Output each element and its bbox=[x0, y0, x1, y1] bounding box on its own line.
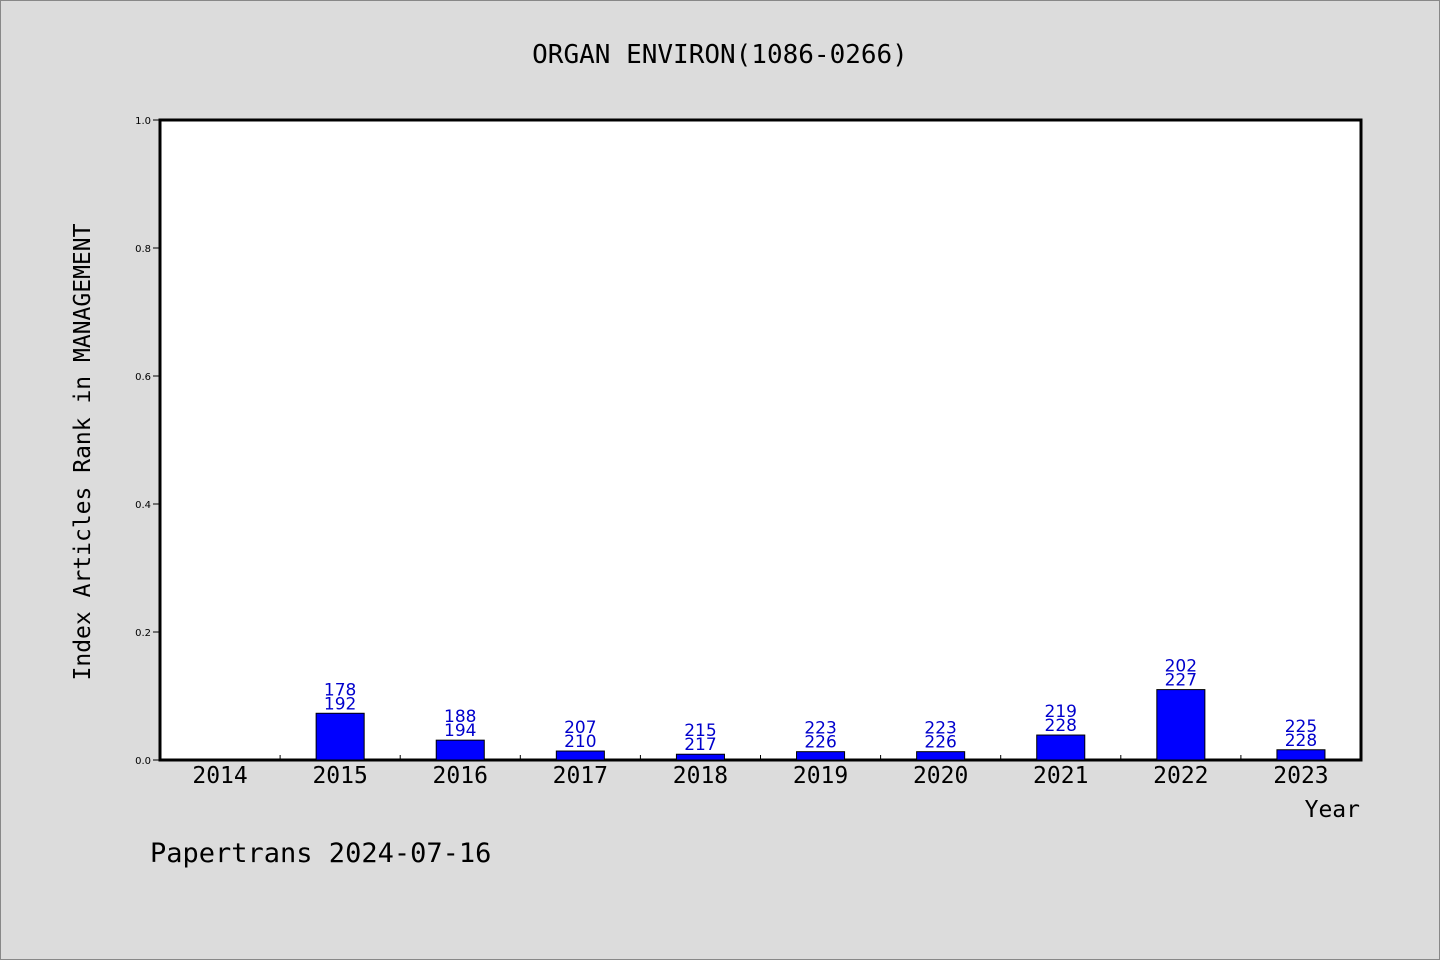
x-tick-label: 2015 bbox=[312, 763, 367, 789]
bar-label-total: 226 bbox=[924, 733, 956, 753]
bar-label-total: 192 bbox=[324, 694, 356, 714]
y-tick-label: 0.2 bbox=[135, 628, 151, 639]
bar-label-total: 227 bbox=[1165, 671, 1197, 691]
x-tick-label: 2020 bbox=[913, 763, 968, 789]
bar bbox=[555, 750, 605, 761]
y-tick-label: 0.0 bbox=[135, 756, 151, 767]
x-tick-label: 2021 bbox=[1033, 763, 1088, 789]
bar-label-rank: 223 bbox=[804, 719, 836, 739]
y-tick-label: 0.6 bbox=[135, 372, 151, 383]
bar-label-rank: 207 bbox=[564, 718, 596, 738]
bar bbox=[1156, 689, 1206, 761]
x-tick-label: 2018 bbox=[673, 763, 728, 789]
bar bbox=[435, 739, 485, 761]
bar bbox=[315, 712, 365, 761]
bar bbox=[796, 751, 846, 761]
bar bbox=[916, 751, 966, 761]
bar bbox=[1036, 734, 1086, 761]
x-tick-label: 2017 bbox=[553, 763, 608, 789]
y-tick-label: 1.0 bbox=[135, 116, 151, 127]
bar bbox=[1276, 749, 1326, 761]
bar-label-total: 226 bbox=[804, 733, 836, 753]
bar-label-rank: 188 bbox=[444, 707, 476, 727]
plot-area bbox=[158, 118, 1363, 762]
bar-label-total: 194 bbox=[444, 721, 476, 741]
x-tick-label: 2019 bbox=[793, 763, 848, 789]
y-tick-label: 0.4 bbox=[135, 500, 151, 511]
bar-label-rank: 219 bbox=[1045, 702, 1077, 722]
bar-label-total: 228 bbox=[1045, 716, 1077, 736]
y-tick-label: 0.8 bbox=[135, 244, 151, 255]
bar-label-total: 217 bbox=[684, 735, 716, 755]
bar-label-rank: 178 bbox=[324, 680, 356, 700]
x-tick-label: 2023 bbox=[1273, 763, 1328, 789]
bar bbox=[675, 753, 725, 761]
bar-label-rank: 225 bbox=[1285, 717, 1317, 737]
x-tick-label: 2016 bbox=[433, 763, 488, 789]
x-tick-label: 2022 bbox=[1153, 763, 1208, 789]
bar-label-rank: 215 bbox=[684, 721, 716, 741]
x-tick-label: 2014 bbox=[192, 763, 247, 789]
bar-label-total: 228 bbox=[1285, 731, 1317, 751]
chart-title: ORGAN ENVIRON(1086-0266) bbox=[532, 40, 908, 70]
bar-label-rank: 202 bbox=[1165, 657, 1197, 677]
bar-label-total: 210 bbox=[564, 732, 596, 752]
x-axis-label: Year bbox=[1305, 797, 1360, 823]
y-axis-label: Index Articles Rank in MANAGEMENT bbox=[70, 223, 96, 680]
ticks-layer: 0.0 0.2 0.4 0.6 0.8 1.0 2014 2015 2016 2017 2018 20… bbox=[135, 116, 1329, 789]
bar-label-rank: 223 bbox=[924, 719, 956, 739]
footer-credit: Papertrans 2024-07-16 bbox=[150, 838, 491, 869]
